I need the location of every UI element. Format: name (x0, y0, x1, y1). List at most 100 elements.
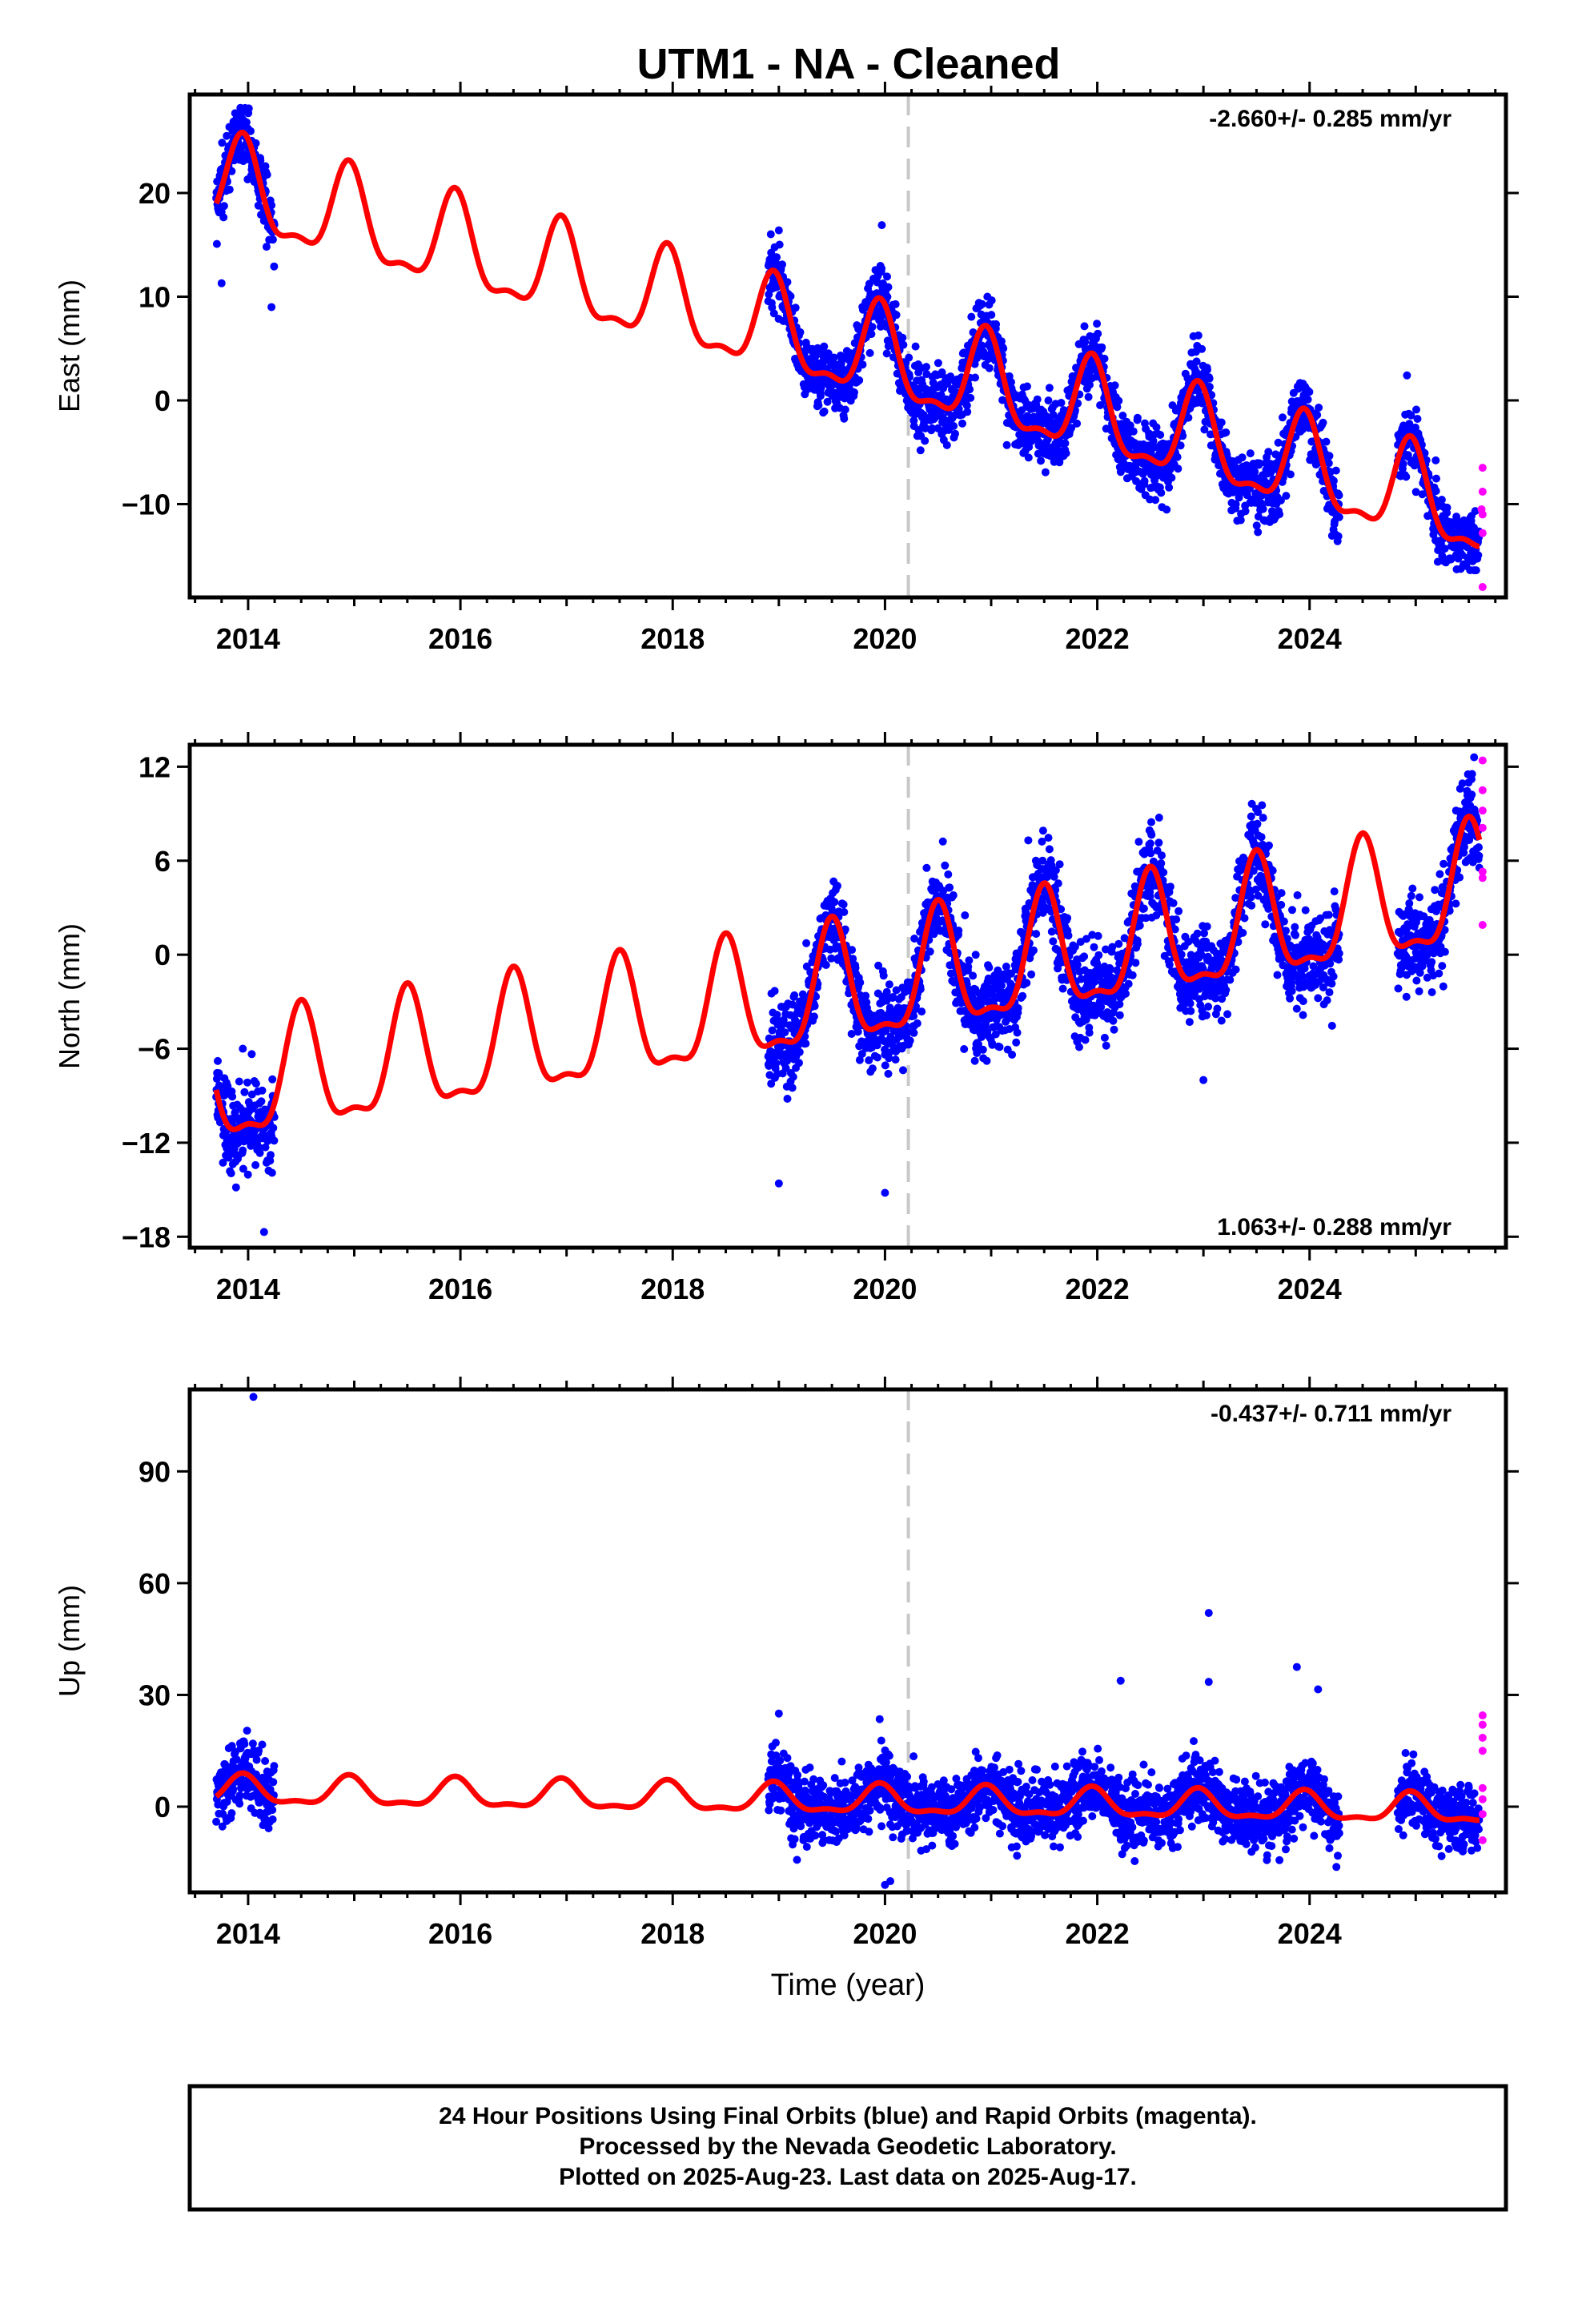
data-point (1082, 935, 1090, 943)
data-point (889, 993, 897, 1001)
data-point (810, 1002, 819, 1011)
data-point (973, 1049, 982, 1057)
data-point (1176, 441, 1185, 450)
data-point (1118, 412, 1127, 420)
rapid-point (1478, 464, 1487, 472)
data-point (814, 401, 823, 410)
y-tick-label: 60 (139, 1567, 171, 1600)
y-tick-label: −12 (122, 1127, 171, 1160)
data-point (1081, 338, 1090, 347)
data-point (1412, 976, 1421, 985)
rapid-point (1478, 756, 1487, 765)
data-point (243, 1078, 251, 1087)
x-tick-label: 2022 (1066, 1273, 1130, 1305)
data-point (1415, 987, 1423, 995)
x-tick-label: 2018 (640, 622, 705, 655)
data-point (974, 1039, 982, 1048)
data-point (899, 340, 908, 349)
data-point (802, 939, 811, 947)
data-point (1440, 947, 1449, 956)
data-point (219, 202, 228, 211)
data-point (1205, 383, 1214, 391)
data-point (1085, 1028, 1094, 1037)
data-point (1253, 819, 1262, 828)
data-point (1186, 999, 1195, 1007)
outlier-point (267, 303, 276, 312)
data-point (1200, 929, 1208, 938)
data-point (1064, 931, 1073, 940)
data-point (224, 1153, 233, 1162)
data-point (801, 1039, 810, 1048)
data-point (1002, 963, 1010, 971)
outlier-point (1454, 546, 1463, 555)
data-point (962, 401, 971, 410)
data-point (1433, 557, 1442, 566)
data-point (258, 1086, 267, 1095)
data-point (1022, 979, 1031, 987)
data-point (244, 104, 253, 113)
data-point (951, 429, 959, 438)
outlier-point (1024, 836, 1033, 845)
data-point (971, 951, 980, 959)
data-point (926, 947, 934, 956)
data-point (263, 171, 271, 179)
data-point (964, 963, 973, 971)
data-point (1044, 834, 1053, 842)
data-point (829, 353, 838, 362)
data-point (1057, 905, 1066, 914)
data-point (1325, 452, 1334, 460)
data-point (1279, 917, 1288, 926)
data-point (1314, 994, 1323, 1003)
data-point (839, 900, 848, 909)
data-point (251, 1080, 260, 1088)
data-point (270, 262, 279, 271)
data-point (239, 157, 247, 166)
data-point (1241, 507, 1250, 516)
data-point (1151, 496, 1160, 505)
data-point (1159, 868, 1168, 877)
data-point (960, 1045, 969, 1053)
data-point (1327, 979, 1336, 988)
data-point (823, 397, 832, 406)
data-point (1394, 984, 1403, 993)
data-point (1287, 987, 1296, 995)
data-point (961, 911, 970, 919)
data-point (1325, 988, 1334, 997)
data-point (1331, 466, 1340, 475)
data-point (1147, 830, 1156, 839)
data-point (770, 987, 779, 995)
final-orbit-points (212, 753, 1484, 1236)
data-point (1240, 914, 1249, 923)
data-point (1203, 922, 1211, 931)
data-point (1413, 415, 1422, 423)
data-point (978, 1045, 987, 1054)
rapid-point (1478, 487, 1487, 496)
y-tick-label: 12 (139, 750, 171, 783)
data-point (1147, 818, 1155, 826)
data-point (840, 414, 849, 423)
data-point (922, 363, 930, 372)
data-point (1077, 975, 1086, 983)
data-point (1231, 965, 1240, 974)
data-point (911, 342, 920, 351)
data-point (1402, 992, 1411, 1001)
data-point (868, 323, 877, 332)
data-point (1023, 382, 1031, 391)
data-point (1299, 1011, 1307, 1019)
data-point (251, 139, 260, 147)
data-point (1437, 496, 1446, 504)
data-point (853, 1027, 862, 1036)
data-point (963, 408, 972, 416)
data-point (1134, 838, 1143, 846)
data-point (1058, 984, 1067, 993)
data-point (1051, 866, 1060, 875)
data-point (884, 1069, 893, 1078)
data-point (1432, 474, 1440, 483)
data-point (1403, 371, 1411, 380)
data-point (214, 1056, 222, 1065)
data-point (966, 385, 974, 394)
data-point (847, 1030, 856, 1038)
data-point (1194, 331, 1203, 340)
x-tick-label: 2018 (640, 1273, 705, 1305)
